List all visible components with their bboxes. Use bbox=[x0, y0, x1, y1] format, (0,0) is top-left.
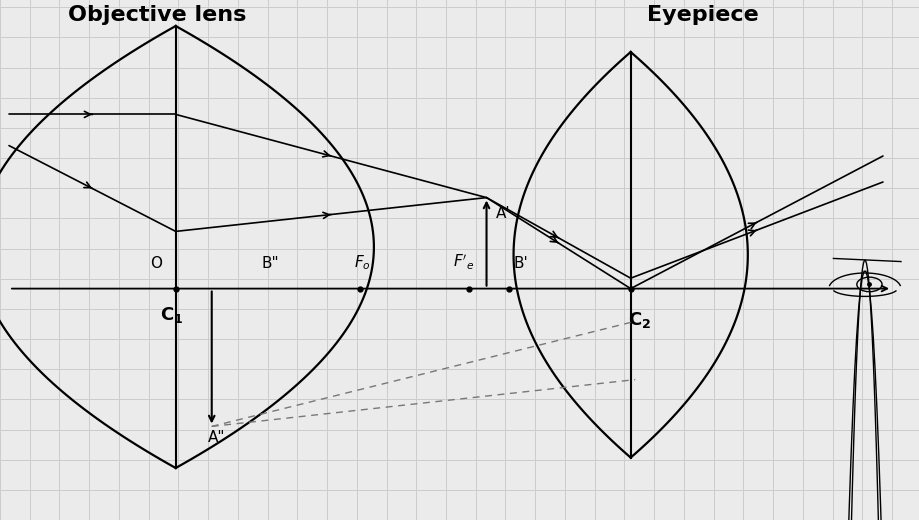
Text: A': A' bbox=[495, 206, 510, 222]
Text: B": B" bbox=[261, 256, 278, 271]
Text: $\mathbf{C_1}$: $\mathbf{C_1}$ bbox=[160, 305, 183, 325]
Text: $\mathbf{C_2}$: $\mathbf{C_2}$ bbox=[628, 310, 652, 330]
Text: Eyepiece: Eyepiece bbox=[647, 5, 759, 25]
Text: Objective lens: Objective lens bbox=[69, 5, 247, 25]
Text: A": A" bbox=[208, 430, 225, 445]
Text: $F'_e$: $F'_e$ bbox=[453, 253, 475, 272]
Text: B': B' bbox=[514, 256, 528, 271]
Text: O: O bbox=[150, 256, 162, 271]
Text: $F_o$: $F_o$ bbox=[354, 254, 370, 272]
